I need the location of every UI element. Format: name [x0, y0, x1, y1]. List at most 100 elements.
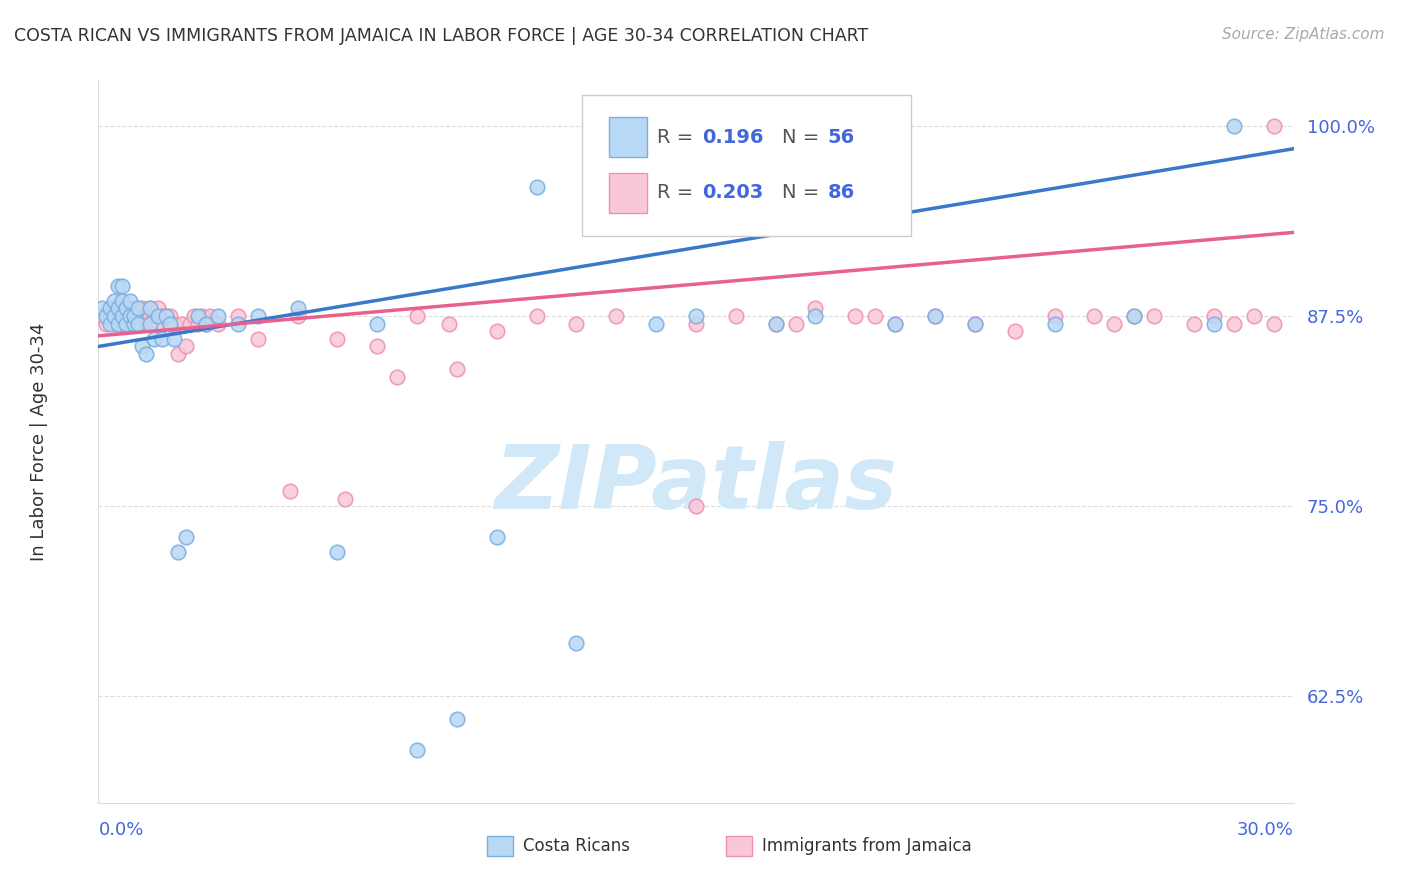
Point	[804, 309, 827, 323]
Point	[685, 499, 707, 513]
Point	[446, 712, 468, 726]
Text: 0.196: 0.196	[702, 128, 763, 147]
Point	[150, 317, 173, 331]
Point	[924, 309, 946, 323]
Point	[226, 317, 249, 331]
Point	[111, 278, 134, 293]
Point	[1123, 309, 1146, 323]
Point	[326, 545, 349, 559]
Point	[366, 339, 388, 353]
Point	[1202, 309, 1225, 323]
Bar	[725, 836, 752, 856]
Point	[103, 309, 125, 323]
Point	[107, 317, 129, 331]
Point	[155, 309, 177, 323]
Point	[207, 309, 229, 323]
FancyBboxPatch shape	[582, 95, 911, 235]
Point	[446, 362, 468, 376]
Point	[127, 317, 149, 331]
Point	[605, 309, 627, 323]
Point	[198, 309, 221, 323]
Text: ZIPatlas: ZIPatlas	[495, 442, 897, 528]
Point	[963, 317, 986, 331]
Point	[195, 317, 218, 331]
Point	[645, 317, 668, 331]
Point	[167, 347, 190, 361]
Text: 0.0%: 0.0%	[98, 821, 143, 839]
Point	[135, 309, 157, 323]
Point	[107, 309, 129, 323]
Point	[526, 309, 548, 323]
Point	[131, 339, 153, 353]
Point	[98, 309, 122, 323]
Point	[924, 309, 946, 323]
Point	[135, 317, 157, 331]
Point	[131, 301, 153, 316]
Point	[183, 309, 205, 323]
Point	[107, 301, 129, 316]
Point	[179, 317, 201, 331]
Point	[127, 309, 149, 323]
Point	[287, 301, 309, 316]
Text: 56: 56	[827, 128, 855, 147]
Point	[98, 317, 122, 331]
Point	[143, 317, 166, 331]
Point	[103, 293, 125, 308]
Point	[124, 317, 146, 331]
Point	[127, 317, 149, 331]
Point	[135, 347, 157, 361]
Point	[191, 309, 214, 323]
Point	[565, 317, 588, 331]
Point	[1263, 119, 1285, 133]
Point	[96, 309, 118, 323]
Point	[98, 301, 122, 316]
Point	[1123, 309, 1146, 323]
Point	[485, 324, 508, 338]
Point	[124, 301, 146, 316]
Point	[115, 317, 138, 331]
Point	[172, 317, 194, 331]
Point	[685, 317, 707, 331]
Point	[124, 317, 146, 331]
Point	[124, 309, 146, 323]
Point	[159, 317, 181, 331]
Point	[120, 317, 142, 331]
Point	[287, 309, 309, 323]
Text: N =: N =	[782, 184, 825, 202]
Point	[1223, 317, 1246, 331]
Point	[143, 332, 166, 346]
Point	[1043, 317, 1066, 331]
Point	[187, 309, 209, 323]
Point	[120, 293, 142, 308]
Point	[159, 309, 181, 323]
Point	[148, 317, 170, 331]
Text: R =: R =	[657, 128, 699, 147]
Point	[195, 317, 218, 331]
Point	[1223, 119, 1246, 133]
Bar	[609, 118, 647, 157]
Point	[139, 317, 162, 331]
Point	[485, 530, 508, 544]
Point	[148, 309, 170, 323]
Point	[107, 278, 129, 293]
Point	[226, 309, 249, 323]
Point	[765, 317, 787, 331]
Point	[174, 530, 197, 544]
Point	[111, 309, 134, 323]
Point	[111, 293, 134, 308]
Point	[139, 301, 162, 316]
Point	[765, 317, 787, 331]
Point	[335, 491, 357, 506]
Point	[406, 309, 429, 323]
Point	[143, 309, 166, 323]
Point	[187, 317, 209, 331]
Point	[115, 301, 138, 316]
Point	[1043, 309, 1066, 323]
Point	[163, 317, 186, 331]
Point	[150, 332, 173, 346]
Point	[1004, 324, 1026, 338]
Point	[131, 317, 153, 331]
Text: Costa Ricans: Costa Ricans	[523, 838, 630, 855]
Point	[115, 317, 138, 331]
Text: 30.0%: 30.0%	[1237, 821, 1294, 839]
